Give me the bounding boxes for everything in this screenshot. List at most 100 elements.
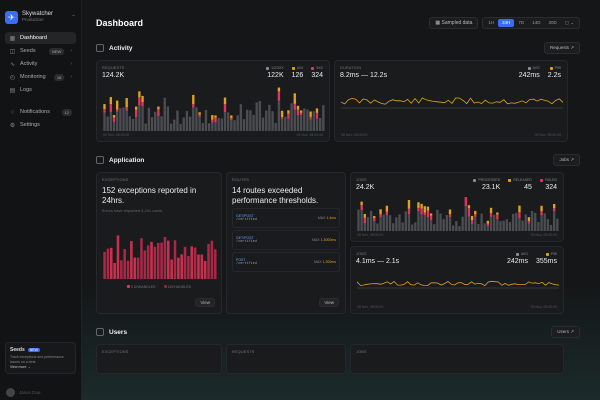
exceptions-subtext: Errors have impacted 4,241 users.: [102, 208, 164, 213]
chart-bar: [448, 217, 452, 231]
sidebar-item-monitoring[interactable]: ◴ Monitoring 18 ›: [5, 71, 76, 83]
sidebar-item-dashboard[interactable]: ▦ Dashboard: [5, 32, 76, 44]
chart-bar: [296, 115, 300, 131]
chart-bar: [182, 117, 185, 131]
chart-bar: [398, 214, 401, 231]
users-jobs-card: JOBS: [350, 344, 564, 374]
chart-bar: [169, 123, 173, 131]
chart-bar: [312, 111, 315, 131]
section-title: Users: [109, 328, 128, 336]
chart-bar: [470, 223, 474, 231]
chart-bar: [230, 115, 233, 119]
chart-bar: [420, 214, 423, 231]
sidebar-item-label: Dashboard: [20, 35, 47, 41]
route-item[interactable]: GET/POST/certified MAX 1.4ms: [232, 208, 340, 228]
requests-button[interactable]: Requests ↗: [543, 42, 580, 54]
chart-bar: [277, 87, 281, 92]
gear-icon: ⚙: [9, 122, 16, 129]
sidebar-item-logs[interactable]: ▤ Logs: [5, 84, 76, 96]
route-item[interactable]: POST/certified MAX 1.200ms: [232, 252, 340, 272]
chart-bar: [439, 213, 442, 231]
chart-bar: [141, 101, 144, 106]
chevron-updown-icon[interactable]: ⌃: [70, 14, 76, 21]
sidebar-item-settings[interactable]: ⚙ Settings: [5, 119, 76, 131]
range-14d[interactable]: 14D: [532, 20, 541, 25]
chart-bar: [122, 107, 125, 131]
chart-bar: [188, 116, 192, 131]
sidebar-item-notifications[interactable]: ♢ Notifications 12: [5, 106, 76, 118]
chart-bar: [315, 108, 319, 113]
chart-bar: [223, 104, 227, 113]
exception-bar: [133, 257, 137, 279]
chart-bar: [138, 105, 141, 131]
chart-bar: [546, 219, 550, 231]
chart-bar: [379, 214, 382, 218]
chart-bar: [537, 221, 540, 231]
exception-bar: [210, 240, 214, 279]
view-routes-button[interactable]: View: [319, 298, 339, 307]
chart-bar: [379, 217, 382, 231]
chart-bar: [363, 223, 366, 231]
axis-end: 09 Nov, 08:00:00: [530, 233, 557, 237]
chart-bar: [192, 104, 195, 108]
legend-name: 5XX: [316, 66, 323, 70]
card-value: 8.2ms — 12.2s: [340, 72, 388, 79]
chart-bar: [217, 117, 220, 131]
users-button[interactable]: Users ↗: [551, 326, 580, 338]
chart-bar: [464, 206, 467, 231]
sidebar-item-activity[interactable]: ∿ Activity ›: [5, 58, 76, 70]
chart-bar: [128, 116, 132, 131]
chart-bar: [287, 110, 290, 114]
routes-headline: 14 routes exceeded performance threshold…: [232, 186, 319, 205]
chart-bar: [299, 115, 303, 131]
legend-value: 2.2s: [547, 72, 561, 79]
range-7d[interactable]: 7D: [518, 20, 525, 25]
chart-bar: [141, 105, 144, 131]
chart-bar: [505, 219, 508, 231]
chart-bar: [426, 206, 430, 211]
promo-link[interactable]: View more →: [10, 365, 31, 369]
users-exceptions-card: EXCEPTIONS: [96, 344, 222, 374]
legend-value: 242ms: [506, 258, 528, 265]
chart-bar: [112, 121, 116, 131]
brand[interactable]: ✈ Skywatcher Production ⌃: [5, 6, 76, 28]
duration-line-chart: [341, 97, 563, 109]
range-30d[interactable]: 30D: [548, 20, 557, 25]
sampled-data-button[interactable]: ▦ Sampled data: [429, 17, 479, 29]
chart-bar: [549, 224, 553, 231]
chart-bar: [395, 217, 398, 231]
chart-bar: [261, 117, 265, 131]
jobs-button[interactable]: Jobs ↗: [553, 154, 580, 166]
range-1h[interactable]: 1H: [488, 20, 495, 25]
chart-bar: [109, 104, 113, 113]
chart-bar: [144, 123, 147, 131]
user-menu[interactable]: Jason Doe: [6, 388, 41, 397]
chart-bar: [426, 210, 430, 218]
legend-name: FAILED: [544, 178, 557, 182]
chart-bar: [106, 116, 109, 131]
calendar-icon[interactable]: ▢ ⌄: [564, 20, 574, 25]
exceptions-card: EXCEPTIONS 152 exceptions reported in 24…: [96, 172, 222, 314]
chart-bar: [385, 211, 389, 216]
chart-bar: [280, 119, 284, 131]
chart-bar: [455, 221, 458, 231]
route-item[interactable]: GET/POST/certified MAX 1.3000ms: [232, 230, 340, 250]
chart-bar: [423, 212, 426, 216]
sidebar-item-seeds[interactable]: ◫ Seeds NEW ›: [5, 45, 76, 57]
chart-bar: [138, 91, 141, 98]
chart-bar: [268, 104, 271, 131]
chart-bar: [470, 215, 474, 221]
chart-bar: [198, 112, 201, 115]
exception-bar: [170, 259, 173, 279]
chart-bar: [429, 213, 433, 216]
exception-bar: [103, 251, 106, 279]
view-exceptions-button[interactable]: View: [195, 298, 215, 307]
routes-card: ROUTES 14 routes exceeded performance th…: [226, 172, 346, 314]
range-24h[interactable]: 24H: [498, 19, 515, 27]
chart-bar: [141, 95, 144, 102]
chart-bar: [467, 208, 471, 217]
chart-bar: [511, 213, 515, 231]
chart-bar: [423, 215, 426, 231]
exception-bar: [207, 243, 210, 279]
axis-start: 08 Nov, 08:00:00: [103, 133, 130, 137]
